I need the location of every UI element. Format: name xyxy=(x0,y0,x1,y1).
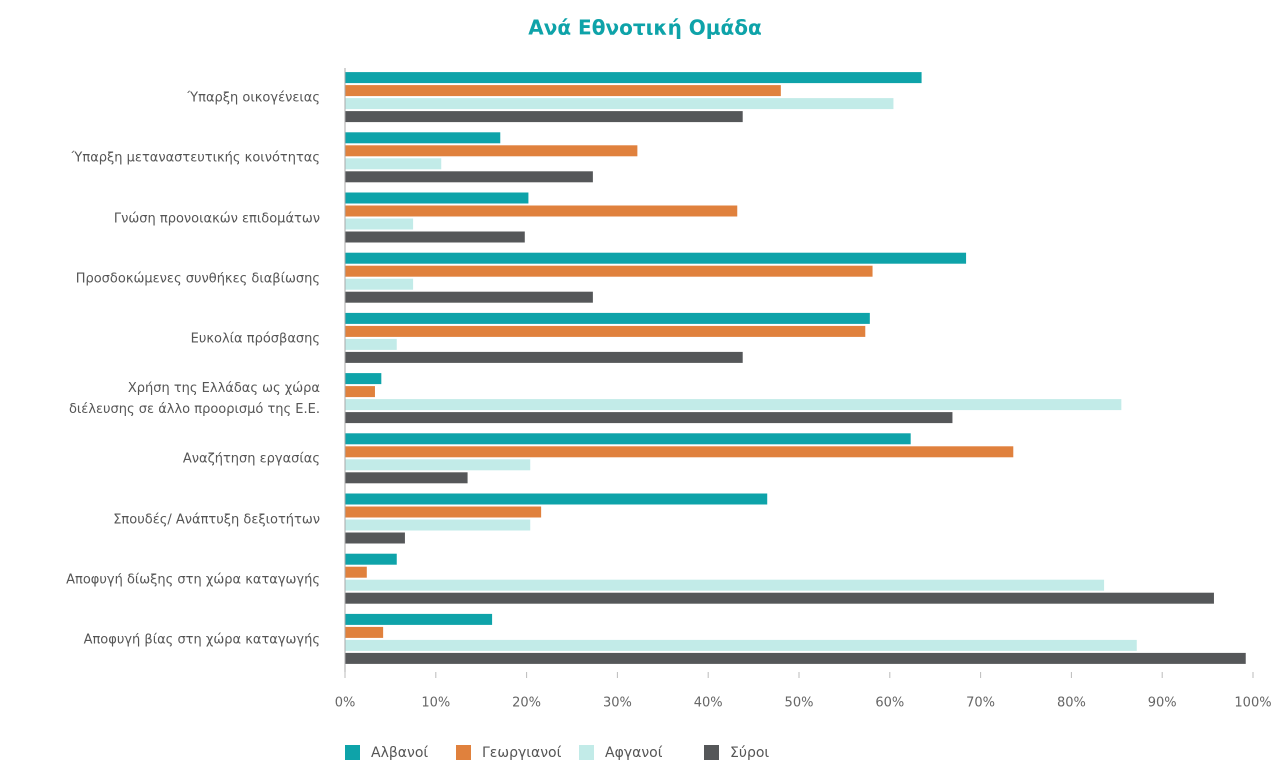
bar xyxy=(345,459,531,471)
bar xyxy=(345,373,382,385)
legend-swatch xyxy=(579,745,594,760)
x-tick-label: 50% xyxy=(785,696,814,711)
bar xyxy=(345,325,866,337)
category-label: Αποφυγή βίας στη χώρα καταγωγής xyxy=(83,632,320,648)
bar xyxy=(345,532,405,544)
bar xyxy=(345,412,953,424)
x-tick-label: 60% xyxy=(875,696,904,711)
bar xyxy=(345,351,743,363)
legend-label: Γεωργιανοί xyxy=(482,745,562,761)
x-tick-label: 90% xyxy=(1148,696,1177,711)
legend-swatch xyxy=(345,745,360,760)
bar xyxy=(345,472,468,484)
bar xyxy=(345,265,873,277)
bar xyxy=(345,446,1014,458)
bar xyxy=(345,579,1105,591)
bar xyxy=(345,85,781,97)
bar xyxy=(345,132,501,144)
bar xyxy=(345,506,542,518)
bar xyxy=(345,613,493,625)
category-label: Γνώση προνοιακών επιδομάτων xyxy=(113,211,320,226)
x-tick-label: 30% xyxy=(603,696,632,711)
x-tick-label: 20% xyxy=(512,696,541,711)
legend-label: Σύροι xyxy=(730,745,769,761)
x-tick-label: 10% xyxy=(421,696,450,711)
bar xyxy=(345,652,1246,664)
x-tick-label: 100% xyxy=(1234,696,1271,711)
bar xyxy=(345,386,375,398)
bar xyxy=(345,145,638,157)
bar xyxy=(345,278,414,290)
bar xyxy=(345,158,442,170)
bar xyxy=(345,98,894,110)
bar xyxy=(345,553,397,565)
category-label: Ύπαρξη οικογένειας xyxy=(187,90,320,106)
bar xyxy=(345,205,738,217)
bar xyxy=(345,192,529,204)
category-label: Σπουδές/ Ανάπτυξη δεξιοτήτων xyxy=(113,512,320,527)
category-label: Ύπαρξη μεταναστευτικής κοινότητας xyxy=(71,150,320,166)
bar xyxy=(345,72,922,84)
x-tick-label: 70% xyxy=(966,696,995,711)
bar xyxy=(345,592,1214,604)
category-label: Ευκολία πρόσβασης xyxy=(190,331,320,347)
legend-label: Αλβανοί xyxy=(371,745,428,761)
bar xyxy=(345,171,593,183)
x-tick-label: 40% xyxy=(694,696,723,711)
bar xyxy=(345,493,768,505)
bar xyxy=(345,111,743,123)
bar xyxy=(345,399,1122,411)
legend-swatch xyxy=(456,745,471,760)
chart-title: Ανά Εθνοτική Ομάδα xyxy=(528,16,761,40)
bar xyxy=(345,338,397,350)
category-label: Αναζήτηση εργασίας xyxy=(182,451,320,467)
category-label: Χρήση της Ελλάδας ως χώρα διέλευσης σε ά… xyxy=(68,381,320,418)
legend-label: Αφγανοί xyxy=(605,745,663,761)
bar xyxy=(345,566,367,578)
bar xyxy=(345,519,531,531)
bar xyxy=(345,433,911,445)
bar xyxy=(345,218,414,230)
category-label: Αποφυγή δίωξης στη χώρα καταγωγής xyxy=(66,572,320,588)
category-label: Προσδοκώμενες συνθήκες διαβίωσης xyxy=(75,271,320,287)
x-tick-label: 0% xyxy=(335,696,356,711)
x-tick-label: 80% xyxy=(1057,696,1086,711)
legend-swatch xyxy=(704,745,719,760)
bar xyxy=(345,252,967,264)
bar xyxy=(345,312,870,324)
bar xyxy=(345,626,384,638)
bar xyxy=(345,639,1137,651)
bar xyxy=(345,291,593,303)
bar xyxy=(345,231,525,243)
